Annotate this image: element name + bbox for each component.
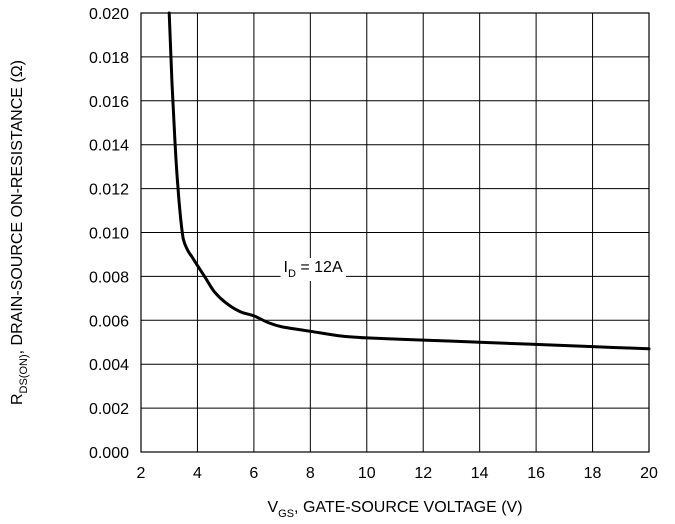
y-tick-label: 0.010 (89, 226, 129, 243)
y-tick-labels: 0.000 0.002 0.004 0.006 0.008 0.010 0.012 0.014… (89, 6, 129, 462)
y-tick-label: 0.004 (89, 357, 129, 374)
x-tick-label: 12 (414, 465, 432, 482)
y-tick-label: 0.000 (89, 445, 129, 462)
x-tick-label: 6 (249, 465, 258, 482)
x-tick-label: 14 (471, 465, 489, 482)
y-tick-label: 0.012 (89, 182, 129, 199)
x-tick-label: 2 (137, 465, 146, 482)
rdson-vs-vgs-series-line (167, 11, 651, 351)
y-tick-label: 0.014 (89, 138, 129, 155)
x-tick-label: 20 (640, 465, 658, 482)
x-tick-label: 18 (584, 465, 602, 482)
y-tick-label: 0.006 (89, 313, 129, 330)
x-tick-label: 10 (358, 465, 376, 482)
y-tick-label: 0.018 (89, 50, 129, 67)
x-axis-title: VGS, GATE-SOURCE VOLTAGE (V) (267, 499, 522, 520)
annotation-background (280, 258, 346, 282)
x-tick-label: 4 (193, 465, 202, 482)
y-tick-label: 0.016 (89, 94, 129, 111)
current-annotation: ID = 12A (284, 259, 343, 280)
y-axis-title: RDS(ON), DRAIN-SOURCE ON-RESISTANCE (Ω) (9, 60, 30, 405)
y-tick-label: 0.002 (89, 401, 129, 418)
plot-frame (140, 12, 650, 453)
x-tick-label: 16 (527, 465, 545, 482)
y-tick-label: 0.008 (89, 269, 129, 286)
x-tick-label: 8 (306, 465, 315, 482)
x-tick-labels: 2 4 6 8 10 12 14 16 18 20 (137, 465, 658, 482)
y-tick-label: 0.020 (89, 6, 129, 23)
grid (140, 12, 650, 453)
